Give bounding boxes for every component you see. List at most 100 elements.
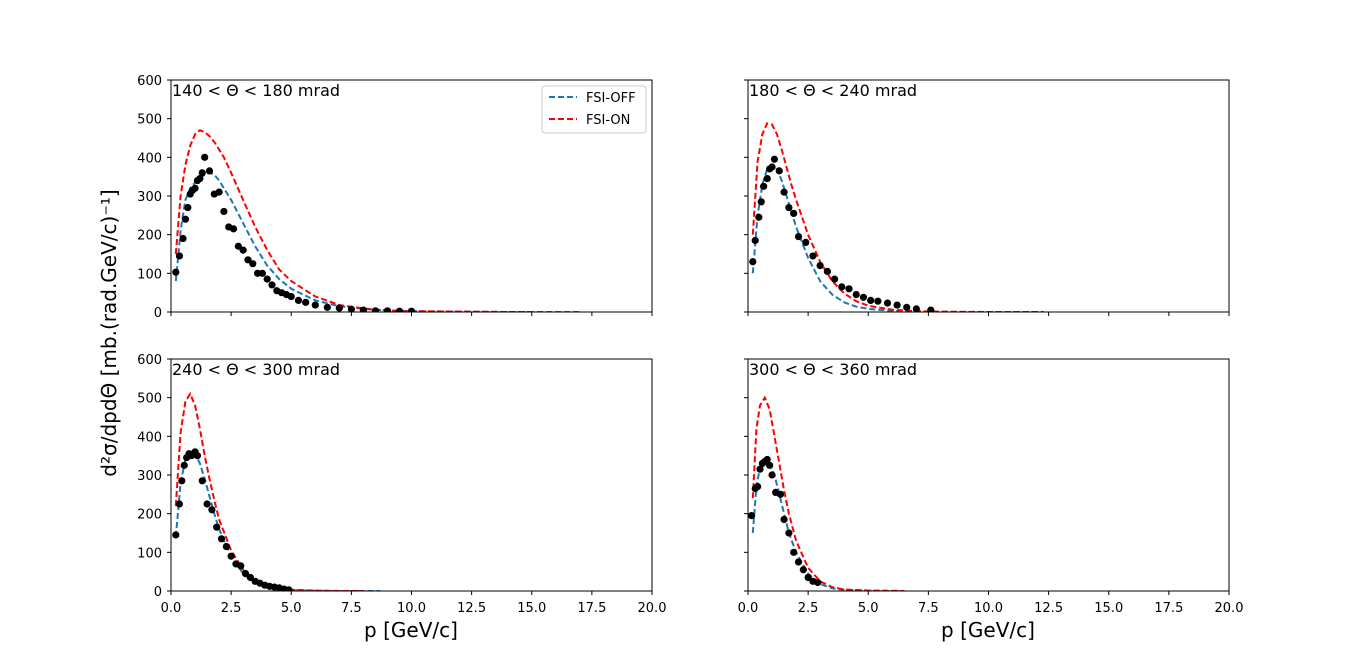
x-tick-label: 15.0 xyxy=(517,601,546,616)
plot-frame xyxy=(170,358,653,592)
data-point xyxy=(859,293,868,301)
data-point xyxy=(780,188,788,196)
data-point xyxy=(196,175,204,183)
x-tick-label: 15.0 xyxy=(1094,601,1123,616)
data-point xyxy=(838,283,846,291)
series-fsi-on-line xyxy=(174,391,364,591)
x-tick-label: 0.0 xyxy=(738,601,759,616)
series-fsi-off-line xyxy=(751,458,905,591)
y-tick-label: 400 xyxy=(137,151,162,166)
y-tick-label: 200 xyxy=(137,229,162,244)
data-point xyxy=(258,269,266,277)
data-point xyxy=(751,236,759,245)
y-axis-label: d²σ/dpdΘ [mb.(rad.GeV/c)⁻¹] xyxy=(97,189,121,476)
data-point xyxy=(217,535,226,543)
data-point xyxy=(302,298,310,306)
data-point xyxy=(244,256,252,264)
x-axis-label-right: p [GeV/c] xyxy=(941,618,1035,642)
data-point xyxy=(323,303,331,311)
data-point xyxy=(927,306,935,312)
data-point xyxy=(198,169,206,177)
data-point xyxy=(816,262,824,270)
data-point xyxy=(804,573,812,582)
data-point xyxy=(347,305,355,312)
legend-label-fsi-off: FSI-OFF xyxy=(586,91,636,106)
data-point xyxy=(776,490,785,498)
data-point xyxy=(237,562,245,570)
y-tick-label: 300 xyxy=(137,469,162,484)
y-tick-label: 0 xyxy=(154,585,162,600)
data-point xyxy=(193,452,202,460)
data-point xyxy=(754,483,762,491)
y-tick-label: 200 xyxy=(137,508,162,523)
data-point xyxy=(823,267,831,275)
data-point xyxy=(867,296,875,304)
data-point xyxy=(249,260,257,268)
data-point xyxy=(912,305,920,312)
data-point xyxy=(893,301,901,309)
x-tick-label: 7.5 xyxy=(918,601,939,616)
data-point xyxy=(794,233,803,241)
data-point xyxy=(395,307,404,312)
x-tick-label: 5.0 xyxy=(281,601,302,616)
series-fsi-on-line xyxy=(751,395,905,591)
data-point xyxy=(768,471,776,479)
y-tick-label: 500 xyxy=(137,113,162,128)
x-tick-label: 10.0 xyxy=(974,601,1003,616)
plot-frame xyxy=(747,79,1230,313)
plot-area xyxy=(748,395,905,591)
y-tick-label: 500 xyxy=(137,392,162,407)
data-point xyxy=(768,163,776,171)
data-point xyxy=(852,291,860,299)
data-point xyxy=(285,586,293,591)
data-point xyxy=(383,307,392,312)
data-point xyxy=(234,242,242,250)
y-tick-label: 300 xyxy=(137,190,162,205)
data-point xyxy=(371,307,380,312)
series-fsi-on-line xyxy=(174,129,532,312)
data-point xyxy=(799,566,807,574)
data-point xyxy=(268,281,276,289)
x-tick-label: 17.5 xyxy=(1154,601,1183,616)
data-point xyxy=(757,198,765,206)
plot-frame xyxy=(170,79,653,313)
data-point xyxy=(775,167,783,175)
panel-4: 0.0 2.5 5.0 7.5 10.0 12.5 15.0 17.5 20.0 300 < Θ … xyxy=(738,358,1243,616)
data-point xyxy=(845,285,853,293)
data-point xyxy=(790,209,798,217)
y-tick-label: 600 xyxy=(137,74,162,89)
data-point xyxy=(785,529,793,537)
data-point xyxy=(179,234,187,243)
data-point xyxy=(180,461,188,469)
x-tick-label: 5.0 xyxy=(858,601,879,616)
series-fsi-off-line xyxy=(174,171,580,312)
series-fsi-on-line xyxy=(751,122,1044,312)
data-point xyxy=(184,204,192,212)
data-point xyxy=(756,465,764,473)
x-tick-label: 12.5 xyxy=(1034,601,1063,616)
data-point xyxy=(175,500,184,508)
x-tick-label: 20.0 xyxy=(638,601,667,616)
plot-area xyxy=(749,122,1044,312)
data-point xyxy=(763,455,771,464)
panel-1: 0 100 200 300 400 500 600 140 < Θ < 180 mrad xyxy=(137,74,653,321)
panel-3: 0.0 2.5 5.0 7.5 10.0 12.5 15.0 17.5 20.0 0 100 200 3… xyxy=(137,353,666,616)
data-point xyxy=(802,238,810,246)
y-tick-label: 100 xyxy=(137,546,162,561)
series-fsi-off-line xyxy=(751,163,1037,312)
panel-title: 300 < Θ < 360 mrad xyxy=(749,360,917,379)
y-tick-label: 400 xyxy=(137,430,162,445)
data-point xyxy=(785,204,793,212)
data-point xyxy=(191,184,199,192)
x-tick-label: 17.5 xyxy=(577,601,606,616)
data-point xyxy=(780,515,788,524)
data-point xyxy=(203,500,211,508)
data-point xyxy=(760,182,768,190)
data-point xyxy=(874,297,882,305)
data-point xyxy=(755,213,763,221)
x-axis-label-left: p [GeV/c] xyxy=(364,618,458,642)
data-point xyxy=(246,573,254,582)
data-point xyxy=(766,461,774,469)
data-point xyxy=(294,296,303,304)
